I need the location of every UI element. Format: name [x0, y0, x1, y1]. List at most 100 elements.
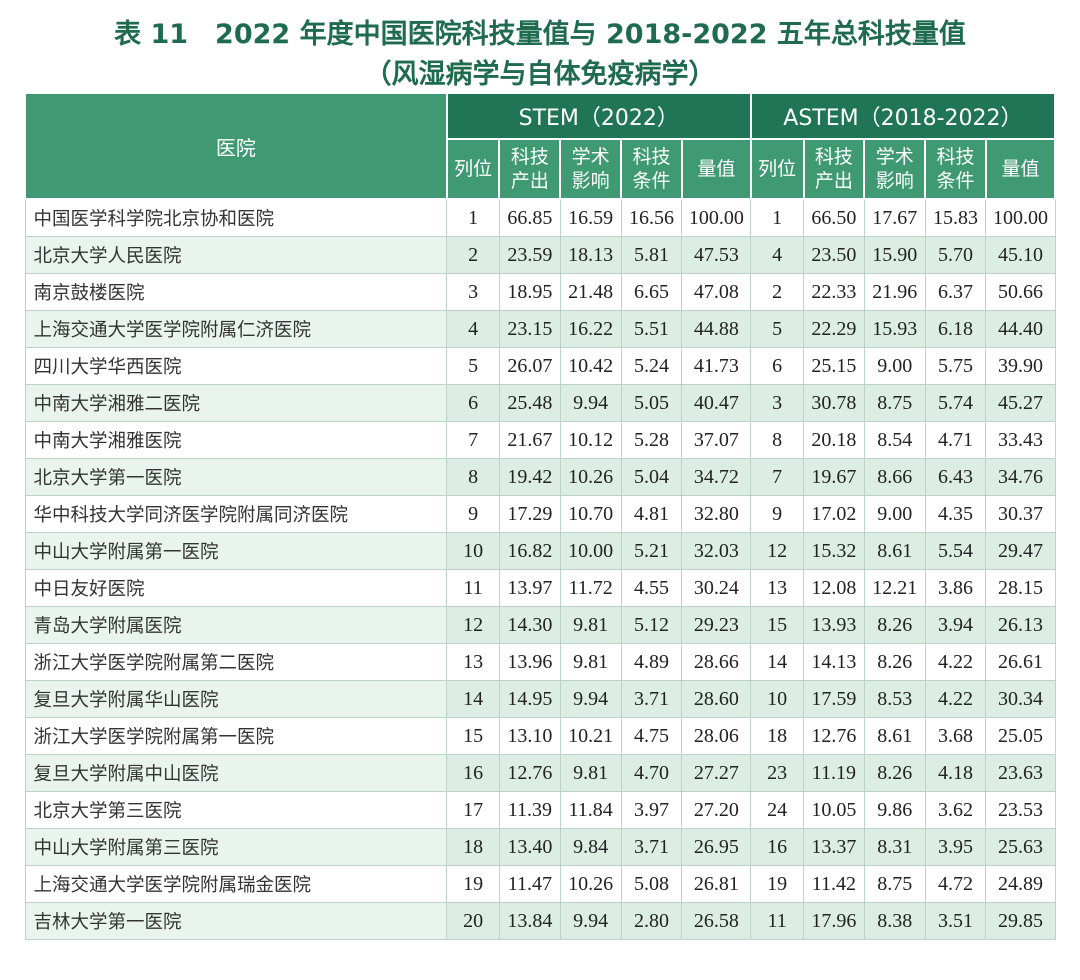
table-row: 中国医学科学院北京协和医院 1 66.85 16.59 16.56 100.00 1 66.5…	[24, 198, 1056, 237]
stem-output-cell: 26.07	[498, 347, 561, 385]
stem-condition-cell: 5.81	[620, 236, 683, 274]
hospital-name-cell: 中国医学科学院北京协和医院	[24, 198, 448, 237]
hospital-name-cell: 复旦大学附属中山医院	[24, 754, 448, 792]
stem-output-cell: 14.30	[498, 606, 561, 644]
stem-rank-cell: 17	[446, 791, 500, 829]
table-body: 中国医学科学院北京协和医院 1 66.85 16.59 16.56 100.00 1 66.5…	[24, 198, 1056, 940]
stem-condition-cell: 6.65	[620, 273, 683, 311]
astem-influence-cell: 9.86	[863, 791, 926, 829]
stem-condition-cell: 4.89	[620, 643, 683, 681]
stem-influence-cell: 16.59	[559, 198, 622, 237]
stem-rank-cell: 11	[446, 569, 500, 607]
astem-output-cell: 66.50	[803, 198, 865, 237]
astem-influence-cell: 21.96	[863, 273, 926, 311]
table-row: 中南大学湘雅二医院 6 25.48 9.94 5.05 40.47 3 30.78 8.75 5.…	[24, 384, 1056, 422]
stem-value-cell: 28.60	[681, 680, 752, 718]
stem-value-cell: 47.08	[681, 273, 752, 311]
astem-output-cell: 17.96	[803, 902, 865, 940]
hospital-name-cell: 北京大学第一医院	[24, 458, 448, 496]
astem-influence-cell: 8.75	[863, 865, 926, 903]
stem-condition-cell: 5.24	[620, 347, 683, 385]
astem-output-cell: 14.13	[803, 643, 865, 681]
astem-rank-cell: 2	[750, 273, 804, 311]
stem-rank-cell: 18	[446, 828, 500, 866]
stem-rank-cell: 20	[446, 902, 500, 940]
astem-value-cell: 50.66	[985, 273, 1056, 311]
astem-influence-cell: 8.53	[863, 680, 926, 718]
stem-rank-cell: 15	[446, 717, 500, 755]
astem-output-cell: 12.08	[803, 569, 865, 607]
astem-condition-cell: 4.22	[924, 643, 987, 681]
astem-condition-cell: 3.86	[924, 569, 987, 607]
astem-output-cell: 17.59	[803, 680, 865, 718]
stem-output-cell: 13.84	[498, 902, 561, 940]
astem-rank-cell: 10	[750, 680, 804, 718]
table-row: 南京鼓楼医院 3 18.95 21.48 6.65 47.08 2 22.33 21.96 6.3…	[24, 273, 1056, 311]
stem-condition-cell: 5.05	[620, 384, 683, 422]
astem-condition-cell: 3.94	[924, 606, 987, 644]
astem-rank-cell: 12	[750, 532, 804, 570]
astem-rank-cell: 8	[750, 421, 804, 459]
hospital-name-cell: 上海交通大学医学院附属瑞金医院	[24, 865, 448, 903]
astem-rank-cell: 4	[750, 236, 804, 274]
astem-influence-cell: 8.75	[863, 384, 926, 422]
stem-value-cell: 29.23	[681, 606, 752, 644]
astem-value-cell: 26.61	[985, 643, 1056, 681]
astem-rank-cell: 13	[750, 569, 804, 607]
astem-influence-cell: 8.31	[863, 828, 926, 866]
hospital-name-cell: 吉林大学第一医院	[24, 902, 448, 940]
hospital-name-cell: 北京大学人民医院	[24, 236, 448, 274]
stem-influence-cell: 10.26	[559, 865, 622, 903]
stem-value-cell: 28.66	[681, 643, 752, 681]
astem-rank-cell: 11	[750, 902, 804, 940]
astem-influence-cell: 8.38	[863, 902, 926, 940]
astem-rank-cell: 23	[750, 754, 804, 792]
col-header-stem-rank: 列位	[445, 138, 501, 200]
stem-value-cell: 26.58	[681, 902, 752, 940]
stem-output-cell: 13.97	[498, 569, 561, 607]
astem-influence-cell: 15.90	[863, 236, 926, 274]
stem-condition-cell: 5.51	[620, 310, 683, 348]
astem-rank-cell: 6	[750, 347, 804, 385]
astem-rank-cell: 19	[750, 865, 804, 903]
astem-rank-cell: 3	[750, 384, 804, 422]
stem-output-cell: 21.67	[498, 421, 561, 459]
astem-output-cell: 10.05	[803, 791, 865, 829]
astem-rank-cell: 15	[750, 606, 804, 644]
astem-output-cell: 20.18	[803, 421, 865, 459]
stem-output-cell: 14.95	[498, 680, 561, 718]
astem-influence-cell: 17.67	[863, 198, 926, 237]
table-row: 复旦大学附属华山医院 14 14.95 9.94 3.71 28.60 10 17.59 8.5…	[24, 680, 1056, 718]
col-header-astem-value: 量值	[984, 138, 1057, 200]
col-header-stem-output: 科技 产出	[498, 138, 562, 200]
stem-influence-cell: 9.81	[559, 754, 622, 792]
astem-influence-cell: 9.00	[863, 495, 926, 533]
table-subtitle: （风湿病学与自体免疫病学）	[364, 59, 716, 90]
astem-condition-cell: 4.71	[924, 421, 987, 459]
hospital-name-cell: 四川大学华西医院	[24, 347, 448, 385]
astem-output-cell: 11.42	[803, 865, 865, 903]
table-row: 中山大学附属第三医院 18 13.40 9.84 3.71 26.95 16 13.37 8.3…	[24, 828, 1056, 866]
astem-influence-cell: 8.66	[863, 458, 926, 496]
stem-rank-cell: 5	[446, 347, 500, 385]
astem-rank-cell: 18	[750, 717, 804, 755]
astem-value-cell: 34.76	[985, 458, 1056, 496]
astem-output-cell: 13.93	[803, 606, 865, 644]
stem-rank-cell: 14	[446, 680, 500, 718]
astem-condition-cell: 4.22	[924, 680, 987, 718]
table-row: 北京大学人民医院 2 23.59 18.13 5.81 47.53 4 23.50 15.90 5…	[24, 236, 1056, 274]
stem-influence-cell: 18.13	[559, 236, 622, 274]
astem-value-cell: 26.13	[985, 606, 1056, 644]
astem-condition-cell: 5.75	[924, 347, 987, 385]
col-header-astem-influence: 学术 影响	[863, 138, 927, 200]
astem-influence-cell: 8.26	[863, 643, 926, 681]
stem-condition-cell: 5.04	[620, 458, 683, 496]
astem-value-cell: 30.37	[985, 495, 1056, 533]
stem-condition-cell: 5.12	[620, 606, 683, 644]
col-header-astem-output: 科技 产出	[802, 138, 866, 200]
col-header-hospital: 医院	[24, 92, 448, 200]
stem-value-cell: 47.53	[681, 236, 752, 274]
astem-output-cell: 23.50	[803, 236, 865, 274]
stem-value-cell: 27.27	[681, 754, 752, 792]
table-row: 中日友好医院 11 13.97 11.72 4.55 30.24 13 12.08 12.21 3…	[24, 569, 1056, 607]
